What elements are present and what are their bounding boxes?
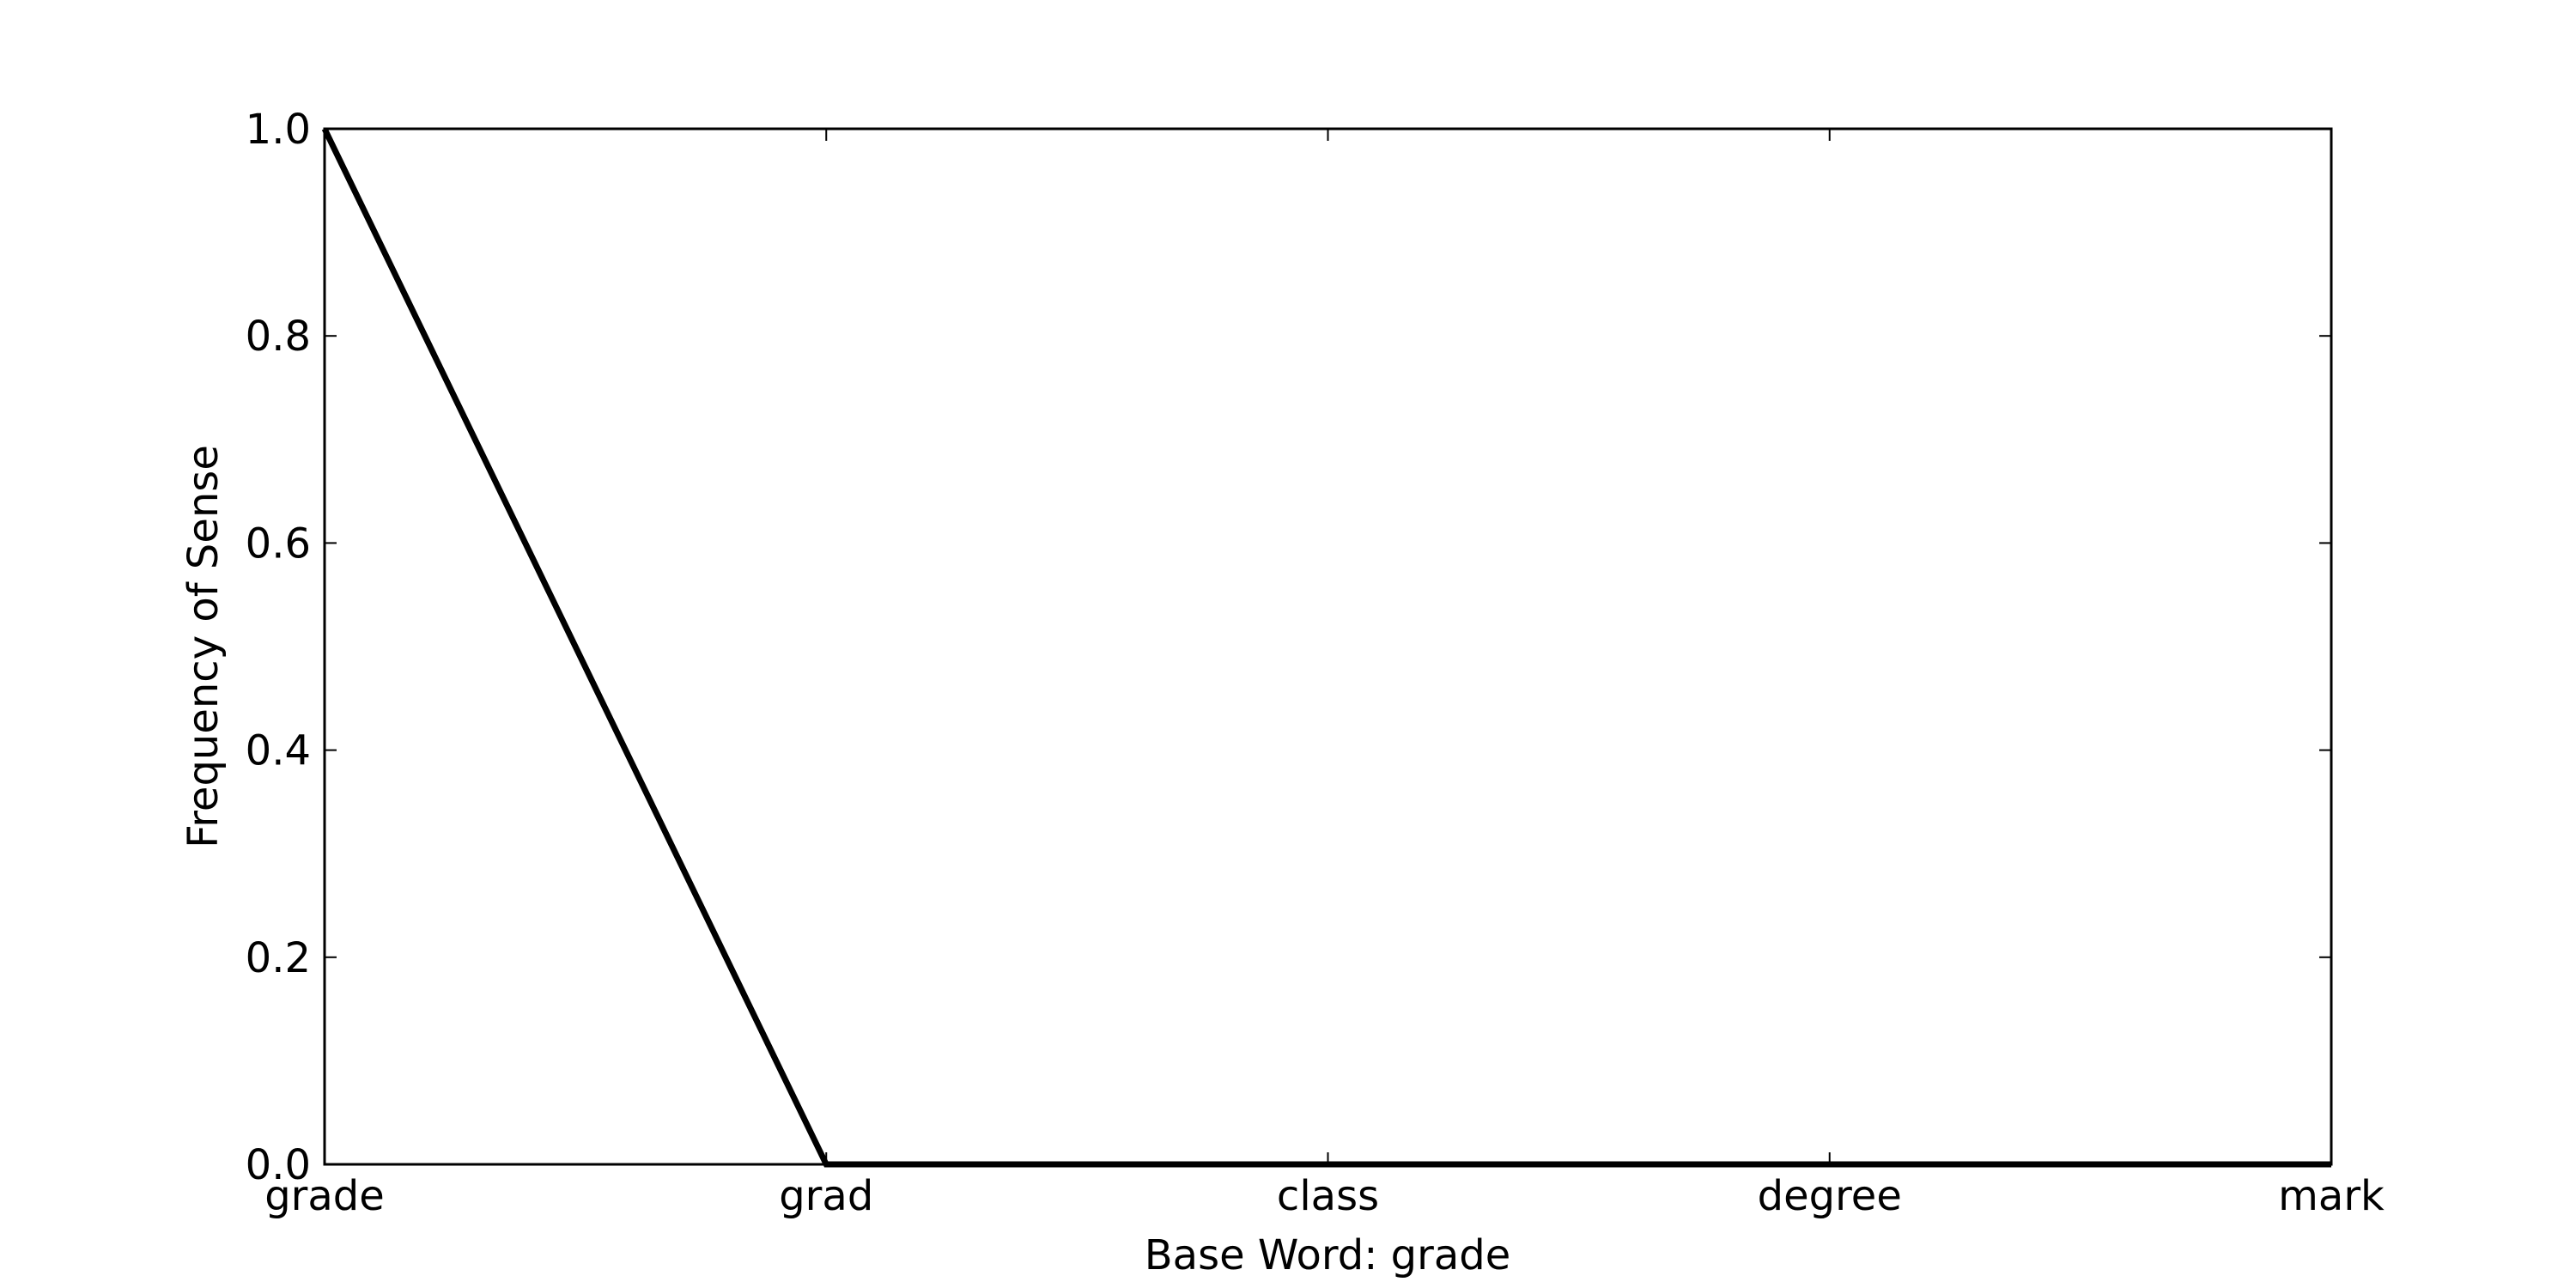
y-tick-label: 0.6 (246, 519, 311, 568)
y-tick-label: 0.0 (246, 1141, 311, 1189)
y-tick-label: 0.4 (246, 727, 311, 775)
y-axis-ticks: 0.0 0.2 0.4 0.6 0.8 1.0 (246, 106, 2331, 1189)
x-tick-label: grad (779, 1172, 873, 1220)
y-tick-label: 0.2 (246, 934, 311, 982)
x-tick-label: degree (1758, 1172, 1902, 1220)
x-tick-label: mark (2278, 1172, 2385, 1220)
y-tick-label: 1.0 (246, 106, 311, 154)
x-tick-label: class (1277, 1172, 1379, 1220)
y-tick-label: 0.8 (246, 313, 311, 361)
x-axis-label: Base Word: grade (1145, 1231, 1511, 1279)
plot-frame (323, 127, 2333, 1166)
y-axis-label: Frequency of Sense (179, 445, 228, 848)
x-tick-label: grade (264, 1172, 385, 1220)
x-axis-ticks: grade grad class degree mark (264, 129, 2385, 1220)
